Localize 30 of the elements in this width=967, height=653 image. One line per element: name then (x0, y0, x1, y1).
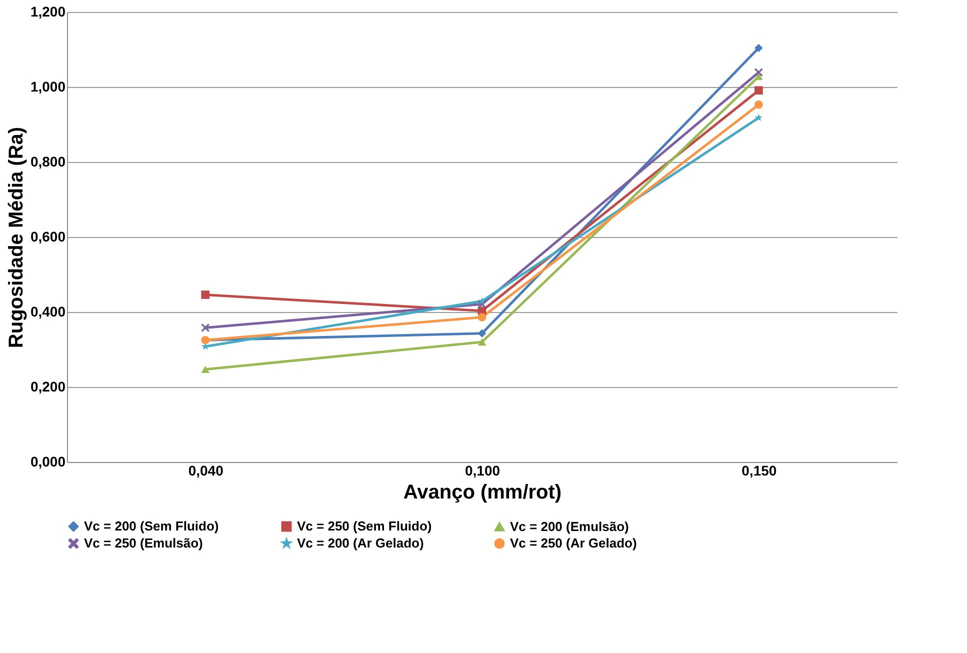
x-tick-label: 0,040 (188, 462, 224, 478)
legend-label: Vc = 250 (Emulsão) (84, 536, 203, 550)
legend-label: Vc = 200 (Sem Fluido) (84, 518, 219, 534)
legend-label: Vc = 250 (Ar Gelado) (510, 536, 637, 550)
legend-label: Vc = 250 (Sem Fluido) (297, 518, 432, 534)
point (201, 290, 210, 299)
point (478, 338, 486, 346)
y-tick-label: 1,000 (30, 78, 66, 94)
point (201, 324, 210, 332)
y-tick-label: 0,000 (30, 454, 66, 470)
x-tick-label: 0,100 (464, 462, 500, 478)
point (754, 44, 763, 52)
point (478, 296, 486, 305)
y-tick-label: 0,800 (30, 154, 66, 170)
legend-label: Vc = 200 (Ar Gelado) (297, 536, 424, 550)
x-tick-label: 0,150 (742, 462, 777, 478)
y-tick-label: 0,200 (30, 378, 66, 394)
point (754, 86, 763, 95)
y-tick-label: 0,400 (30, 304, 66, 320)
y-tick-label: 1,200 (30, 4, 66, 20)
point (754, 114, 763, 122)
point (201, 366, 210, 373)
point (478, 329, 486, 338)
x-axis-title: Avanço (mm/rot) (403, 482, 562, 504)
y-axis-title: Rugosidade Média (Ra) (5, 126, 28, 348)
legend-label: Vc = 200 (Emulsão) (510, 518, 629, 534)
point (754, 68, 763, 77)
point (754, 100, 763, 109)
point (478, 313, 486, 322)
y-tick-label: 0,600 (30, 228, 66, 244)
